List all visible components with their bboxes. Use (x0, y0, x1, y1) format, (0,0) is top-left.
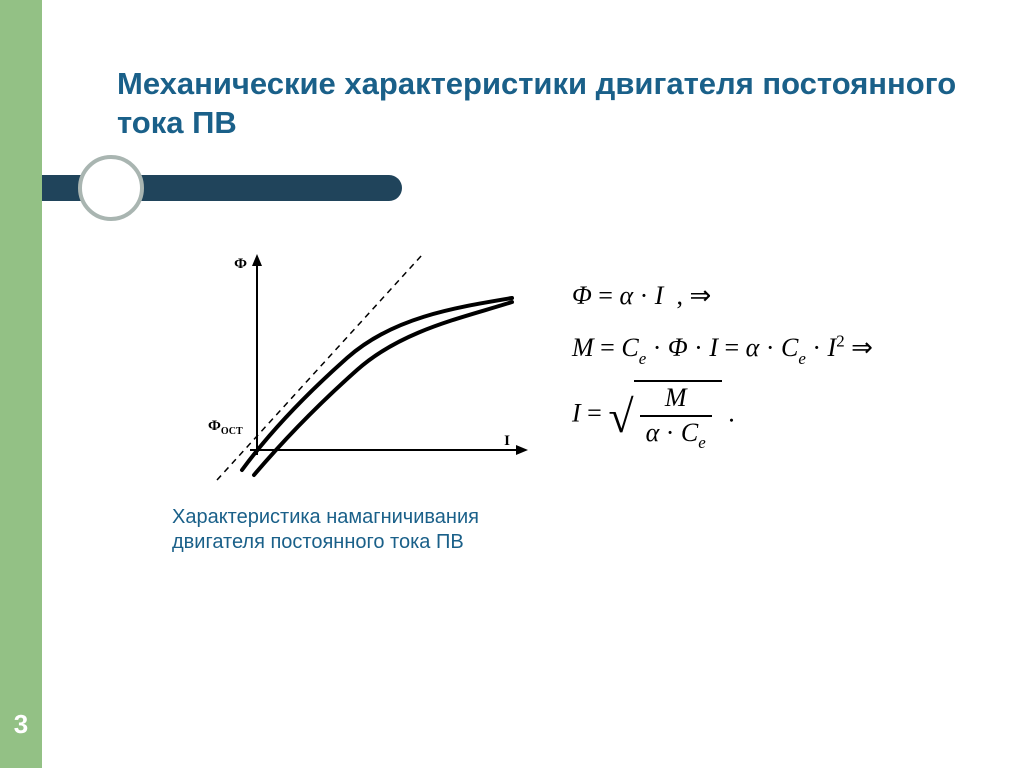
chart-y-intercept-label: ФОСТ (208, 418, 243, 437)
bullet-circle (78, 155, 144, 221)
chart-x-label: I (504, 433, 510, 449)
chart-asymptote (217, 255, 422, 480)
page-number: 3 (0, 709, 42, 740)
slide-title: Механические характеристики двигателя по… (117, 65, 964, 143)
magnetization-chart: Ф I ФОСТ (172, 250, 542, 490)
chart-y-label: Ф (234, 256, 247, 272)
slide: Механические характеристики двигателя по… (42, 0, 1024, 768)
chart-y-arrow (252, 254, 262, 266)
sqrt-icon: √ M α · Ce (608, 380, 721, 451)
formula-line-1: Φ = α · I , ⇒ (572, 270, 873, 322)
chart-x-arrow (516, 445, 528, 455)
fraction: M α · Ce (640, 384, 712, 451)
formula-line-3: I = √ M α · Ce . (572, 380, 873, 451)
content-area: Ф I ФОСТ Характеристика намагничивания д… (42, 250, 1024, 555)
formula-block: Φ = α · I , ⇒ M = Ce · Φ · I = α · Ce · … (572, 250, 873, 555)
formula-line-2: M = Ce · Φ · I = α · Ce · I2 ⇒ (572, 322, 873, 374)
chart-caption: Характеристика намагничивания двигателя … (172, 505, 542, 555)
chart-block: Ф I ФОСТ Характеристика намагничивания д… (172, 250, 542, 555)
header: Механические характеристики двигателя по… (42, 0, 1024, 200)
